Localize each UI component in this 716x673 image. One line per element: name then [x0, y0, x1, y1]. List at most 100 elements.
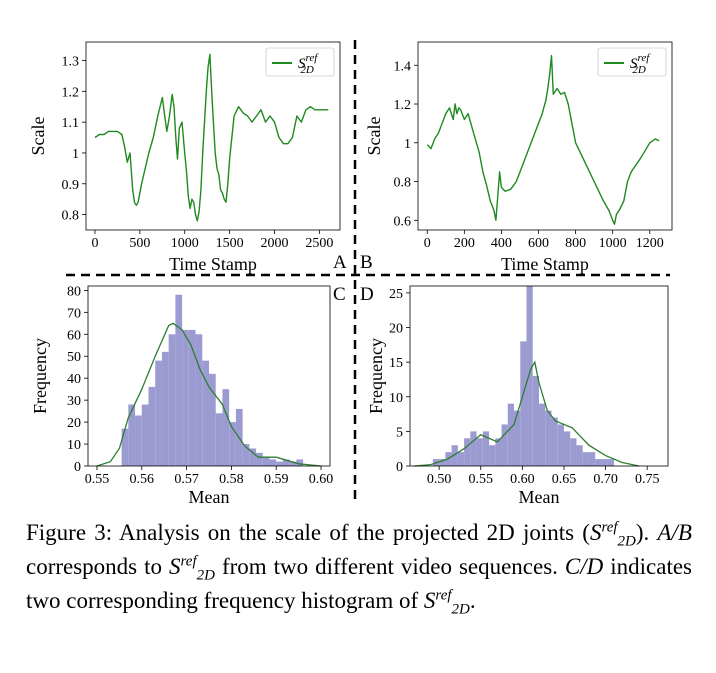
series-line — [94, 53, 329, 222]
legend-box — [597, 47, 667, 77]
panel-label-d: D — [360, 284, 374, 305]
x-tick-label: 0.59 — [264, 472, 289, 487]
legend-label: Sref 2D — [298, 52, 319, 76]
y-axis-label: Scale — [28, 117, 48, 156]
y-axis-label: Frequency — [30, 338, 50, 414]
caption-symbol: Sref2D — [423, 587, 470, 618]
histogram-bar — [457, 452, 465, 466]
histogram-bar — [188, 329, 196, 466]
y-tick-label: 1.1 — [62, 116, 80, 131]
histogram-bar — [545, 410, 552, 466]
y-tick-label: 0.8 — [394, 176, 412, 191]
histogram-bar — [601, 459, 608, 466]
x-tick-label: 0.50 — [427, 472, 452, 487]
y-axis-label: Frequency — [366, 338, 386, 414]
y-tick-label: 10 — [67, 438, 81, 453]
x-tick-label: 2000 — [260, 236, 288, 251]
histogram-bar — [563, 431, 571, 466]
x-tick-label: 0.70 — [593, 472, 618, 487]
chart-panel-d: 0.50 0.55 0.60 0.65 0.70 0.75 0 5 10 15 20 25 Mean Fr… — [366, 285, 669, 507]
histogram-bar — [588, 452, 596, 466]
plot-frame — [417, 41, 673, 231]
y-tick-label: 0.9 — [62, 178, 80, 193]
caption-text-1: Analysis on the scale of the projected 2… — [112, 520, 590, 545]
histogram-bar — [161, 351, 169, 466]
x-tick-label: 0 — [91, 236, 98, 251]
histogram-bar — [595, 459, 602, 466]
histogram-bar — [256, 452, 263, 466]
caption-text-3: corresponds to — [26, 554, 169, 579]
histogram-bar — [296, 459, 304, 466]
y-tick-label: 1.4 — [394, 59, 412, 74]
caption-text-6: . — [469, 588, 476, 613]
histogram-bar — [520, 341, 527, 466]
x-tick-label: 500 — [129, 236, 150, 251]
x-tick-label: 0.55 — [85, 472, 110, 487]
panel-label-b: B — [360, 252, 373, 273]
y-tick-label: 1.2 — [394, 98, 412, 113]
x-tick-label: 1000 — [599, 236, 627, 251]
kde-curve — [414, 360, 640, 467]
x-tick-label: 0 — [424, 236, 431, 251]
x-tick-label: 0.56 — [130, 472, 155, 487]
x-tick-label: 0.60 — [309, 472, 334, 487]
x-tick-label: 800 — [565, 236, 586, 251]
histogram-bar — [526, 286, 533, 466]
x-tick-label: 0.60 — [510, 472, 535, 487]
x-axis-label: Time Stamp — [501, 254, 589, 274]
y-tick-label: 50 — [67, 350, 81, 365]
x-tick-label: 200 — [454, 236, 475, 251]
histogram-bar — [269, 459, 277, 466]
caption-label: Figure 3: — [26, 520, 113, 545]
caption-text-4: from two different video sequences. — [214, 554, 565, 579]
histogram-bar — [470, 431, 477, 466]
x-tick-label: 0.75 — [635, 472, 660, 487]
x-axis-label: Time Stamp — [169, 254, 257, 274]
chart-panel-c: 0.55 0.56 0.57 0.58 0.59 0.60 0 10 20 30 40 50 60 70 8… — [30, 284, 333, 507]
histogram-bar — [249, 448, 257, 466]
x-tick-label: 1000 — [171, 236, 199, 251]
y-tick-label: 0 — [74, 460, 81, 475]
y-tick-label: 80 — [67, 284, 81, 299]
figure-panels: A B C D 0 500 1000 1500 2000 25000.80.911.11.… — [28, 40, 673, 507]
histogram-bar — [182, 329, 189, 466]
plot-frame — [87, 285, 331, 467]
histogram-bar — [128, 404, 136, 466]
histogram-bar — [175, 294, 183, 466]
histogram-bar — [482, 431, 490, 466]
histogram-bar — [276, 461, 283, 466]
x-tick-label: 600 — [528, 236, 549, 251]
y-tick-label: 1.2 — [62, 85, 80, 100]
caption-symbol: Sref2D — [589, 519, 636, 550]
y-tick-label: 60 — [67, 328, 81, 343]
histogram-bar — [242, 444, 250, 466]
histogram-bar — [439, 459, 446, 466]
y-tick-label: 1 — [72, 147, 79, 162]
y-tick-label: 70 — [67, 306, 81, 321]
x-axis-label: Mean — [189, 487, 230, 507]
y-tick-label: 20 — [389, 322, 403, 337]
plot-frame — [85, 41, 341, 231]
histogram-bar — [229, 422, 236, 466]
histogram-bar — [262, 457, 270, 466]
y-tick-label: 1.3 — [62, 54, 80, 69]
histogram-bar — [282, 459, 290, 466]
kde-curve — [96, 322, 322, 467]
histogram-bar — [539, 403, 546, 466]
panel-label-a: A — [333, 252, 347, 273]
x-tick-label: 0.57 — [174, 472, 199, 487]
histogram-bar — [557, 424, 564, 466]
histogram-bar — [489, 445, 496, 466]
histogram-bar — [135, 415, 142, 466]
histogram-bar — [570, 438, 577, 466]
x-tick-label: 1200 — [636, 236, 664, 251]
chart-panel-b: 0 200 400 600 800 1000 1200 0.6 0.8 1 1.2 1.4 Time S… — [364, 41, 673, 274]
caption-text-5: indicates two corresponding frequency hi… — [26, 554, 692, 613]
histogram-bar — [514, 410, 521, 466]
x-tick-label: 400 — [491, 236, 512, 251]
y-tick-label: 40 — [67, 372, 81, 387]
histogram-bar — [121, 428, 129, 466]
histogram-bar — [141, 404, 149, 466]
x-tick-label: 0.58 — [219, 472, 244, 487]
y-tick-label: 0 — [396, 460, 403, 475]
